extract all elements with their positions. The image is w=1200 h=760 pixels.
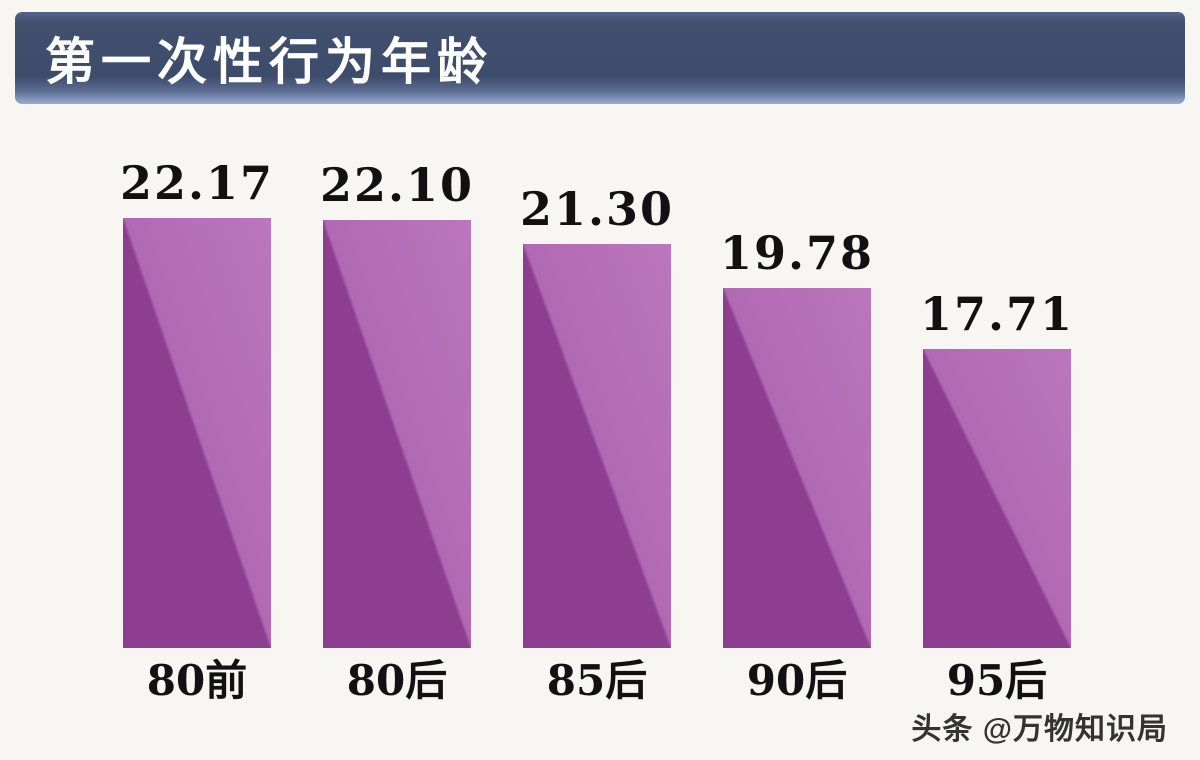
watermark: 头条 @万物知识局	[911, 713, 1168, 746]
bar-column-80hou: 22.10 80后	[320, 158, 474, 708]
bar-value-label: 22.10	[319, 158, 475, 212]
bar	[323, 220, 471, 648]
bar-column-90hou: 19.78 90后	[720, 226, 874, 708]
bar-value-label: 21.30	[519, 182, 675, 236]
bar-category-label: 80前	[146, 656, 248, 705]
bar-column-95hou: 17.71 95后	[920, 287, 1074, 708]
bar-value-label: 22.17	[120, 156, 275, 210]
chart-title-banner: 第一次性行为年龄	[15, 12, 1185, 104]
bar-value-label: 19.78	[719, 226, 874, 280]
bar-category-label: 95后	[946, 656, 1048, 705]
bar-column-85hou: 21.30 85后	[520, 182, 674, 708]
bar-category-label: 85后	[546, 656, 648, 705]
chart-title: 第一次性行为年龄	[45, 34, 493, 90]
bar-value-label: 17.71	[919, 287, 1074, 341]
bar-category-label: 80后	[346, 656, 448, 705]
bar	[123, 218, 272, 648]
bar	[922, 349, 1071, 648]
bar-column-80qian: 22.17 80前	[120, 156, 274, 708]
bar-chart: 22.17 80前 22.10 80后 21.30 85后 19.78 90后 …	[0, 156, 1200, 708]
bar-category-label: 90后	[746, 656, 848, 705]
bar	[722, 288, 871, 648]
bar	[522, 244, 671, 648]
